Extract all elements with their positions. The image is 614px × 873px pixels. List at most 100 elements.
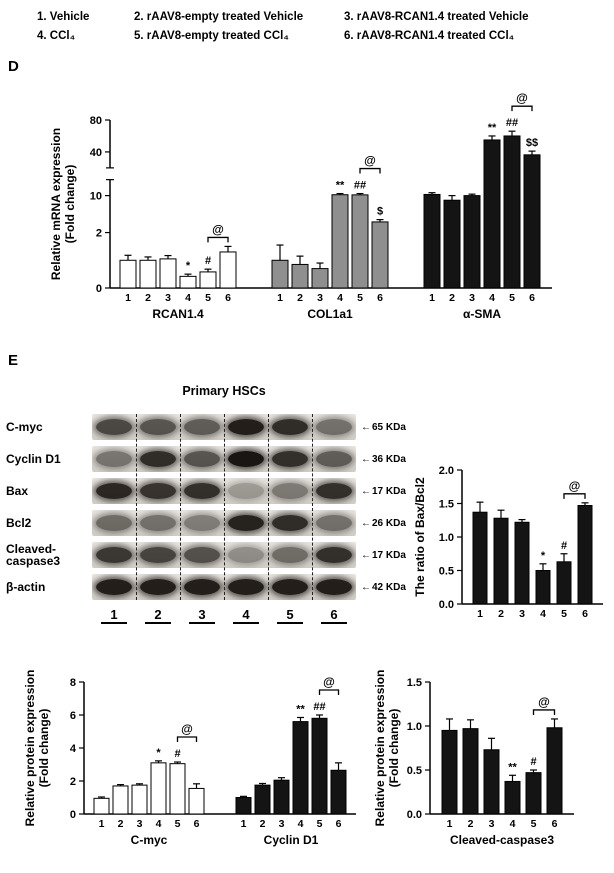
lane-number: 6 xyxy=(312,607,356,624)
blot-band xyxy=(316,515,352,531)
lane-tick-label: 2 xyxy=(297,292,303,304)
y-tick-label: 1.5 xyxy=(439,499,454,511)
y-tick-label: 8 xyxy=(70,677,76,689)
bar xyxy=(235,797,252,815)
legend-item-5: 5. rAAV8-empty treated CCl₄ xyxy=(134,30,289,42)
lane-tick-label: 5 xyxy=(317,818,323,830)
bar xyxy=(483,139,501,289)
blot-band xyxy=(272,483,308,499)
lane-tick-label: 4 xyxy=(489,292,495,304)
significance-annotation: $ xyxy=(377,206,383,218)
blot-band xyxy=(228,419,264,435)
blot-band xyxy=(272,451,308,467)
y-tick-label: 1.5 xyxy=(407,677,422,689)
lane-tick-label: 1 xyxy=(241,818,247,830)
blot-band xyxy=(96,451,132,467)
bar xyxy=(139,259,157,289)
blot-strip xyxy=(92,478,356,504)
bar xyxy=(179,275,197,289)
blot-row: Bcl2 ← 26 KDa xyxy=(6,510,476,536)
legend-item-6: 6. rAAV8-RCAN1.4 treated CCl₄ xyxy=(344,30,515,42)
blot-band xyxy=(140,483,176,499)
lane-number: 2 xyxy=(136,607,180,624)
lane-tick-label: 6 xyxy=(377,292,383,304)
legend-item-2: 2. rAAV8-empty treated Vehicle xyxy=(134,11,304,23)
significance-annotation: ** xyxy=(336,180,345,192)
bar xyxy=(443,199,461,289)
blot-band xyxy=(184,483,220,499)
bar xyxy=(93,797,110,815)
comparison-bracket xyxy=(359,167,381,174)
blot-body: C-myc ← 65 KDa Cyclin D1 ← 36 KDa Bax ← 17 KDa Bc… xyxy=(6,414,476,600)
kda-label: 26 KDa xyxy=(372,517,406,529)
blot-strip xyxy=(92,510,356,536)
kda-arrow-icon: ← xyxy=(361,485,371,497)
group-label: Cyclin D1 xyxy=(264,833,319,847)
bar xyxy=(271,259,289,289)
lane-tick-label: 5 xyxy=(357,292,363,304)
lane-tick-label: 4 xyxy=(185,292,191,304)
legend-item-1: 1. Vehicle xyxy=(37,11,90,23)
lane-tick-label: 5 xyxy=(175,818,181,830)
bracket-annotation: @ xyxy=(569,479,581,493)
bar xyxy=(503,135,521,289)
y-tick-label: 10 xyxy=(90,191,102,203)
legend-item-4: 4. CCl₄ xyxy=(37,30,76,42)
bar xyxy=(546,727,563,815)
kda-label: 36 KDa xyxy=(372,453,406,465)
blot-strip xyxy=(92,574,356,600)
lane-tick-label: 1 xyxy=(447,818,453,830)
kda-arrow-icon: ← xyxy=(361,453,371,465)
significance-annotation: # xyxy=(530,756,536,768)
blot-band xyxy=(96,483,132,499)
bracket-annotation: @ xyxy=(212,222,224,236)
significance-annotation: # xyxy=(561,540,567,552)
y-tick-label: 0.0 xyxy=(439,599,454,611)
bar xyxy=(504,780,521,815)
bar xyxy=(112,785,129,815)
lane-tick-label: 6 xyxy=(529,292,535,304)
kda-arrow-icon: ← xyxy=(361,549,371,561)
lane-tick-label: 2 xyxy=(260,818,266,830)
blot-band xyxy=(272,515,308,531)
blot-title: Primary HSCs xyxy=(182,384,266,398)
bar xyxy=(351,194,369,289)
blot-band xyxy=(228,451,264,467)
bar xyxy=(131,784,148,815)
y-tick-label: 0.0 xyxy=(407,809,422,821)
lane-tick-label: 1 xyxy=(477,608,483,620)
kda-annotation: ← 17 KDa xyxy=(361,486,406,497)
significance-annotation: ** xyxy=(296,703,305,715)
bar xyxy=(523,154,541,289)
lane-tick-label: 4 xyxy=(298,818,304,830)
bar xyxy=(331,194,349,289)
significance-annotation: * xyxy=(186,260,191,272)
bracket-annotation: @ xyxy=(364,154,376,168)
group-label: C-myc xyxy=(131,833,168,847)
western-blot-panel: Primary HSCs C-myc ← 65 KDa Cyclin D1 ← 36 KD… xyxy=(6,384,476,624)
lane-tick-label: 6 xyxy=(582,608,588,620)
kda-annotation: ← 17 KDa xyxy=(361,550,406,561)
blot-band xyxy=(316,483,352,499)
lane-tick-label: 3 xyxy=(165,292,171,304)
lane-number: 1 xyxy=(92,607,136,624)
significance-annotation: ## xyxy=(354,180,366,192)
lane-tick-label: 5 xyxy=(531,818,537,830)
blot-row: Bax ← 17 KDa xyxy=(6,478,476,504)
legend-row-1: 1. Vehicle 2. rAAV8-empty treated Vehicl… xyxy=(37,8,529,27)
blot-protein-label: Cyclin D1 xyxy=(6,451,61,466)
blot-band xyxy=(184,451,220,467)
bax-svg: 0.0 0.5 1.0 1.5 2.0 1 2 3 * 4 #5 6 @ The ratio of Bax… xyxy=(413,465,603,620)
lane-tick-label: 1 xyxy=(429,292,435,304)
blot-band xyxy=(140,579,176,595)
blot-band xyxy=(228,547,264,563)
kda-arrow-icon: ← xyxy=(361,421,371,433)
y-tick-label: 80 xyxy=(90,115,102,127)
blot-band xyxy=(228,515,264,531)
blot-band xyxy=(316,419,352,435)
y-tick-label: 0.5 xyxy=(439,566,454,578)
lane-tick-label: 6 xyxy=(552,818,558,830)
bar xyxy=(483,749,500,815)
kda-annotation: ← 26 KDa xyxy=(361,518,406,529)
